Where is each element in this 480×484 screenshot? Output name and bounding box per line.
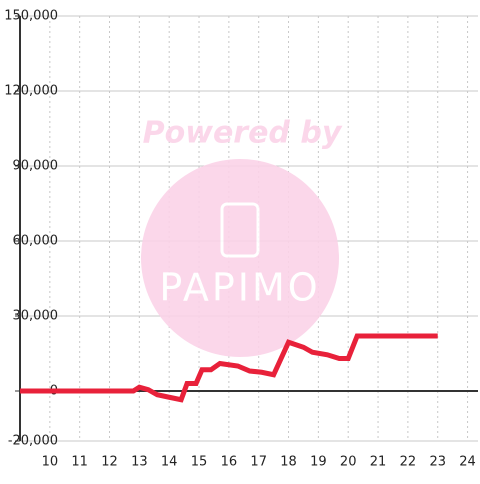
watermark-top: Powered by bbox=[143, 116, 343, 151]
grid bbox=[20, 15, 478, 442]
x-tick-label: 22 bbox=[400, 455, 417, 470]
y-tick-label: 150,000 bbox=[4, 9, 58, 24]
x-tick-label: 21 bbox=[370, 455, 387, 470]
y-tick-label: 90,000 bbox=[13, 159, 59, 174]
watermark-phone bbox=[220, 202, 260, 258]
x-tick-label: 10 bbox=[42, 455, 59, 470]
y-tick-label: 60,000 bbox=[13, 234, 59, 249]
x-tick-label: 18 bbox=[280, 455, 297, 470]
x-tick-label: 13 bbox=[131, 455, 148, 470]
y-tick-label: 30,000 bbox=[13, 309, 59, 324]
x-tick-label: 11 bbox=[71, 455, 88, 470]
watermark-logo: PAPIMO bbox=[159, 266, 320, 310]
x-tick-label: 14 bbox=[161, 455, 178, 470]
watermark-circle bbox=[141, 159, 339, 357]
x-tick-label: 20 bbox=[340, 455, 357, 470]
x-tick-label: 17 bbox=[250, 455, 267, 470]
x-tick-label: 12 bbox=[101, 455, 118, 470]
y-tick-label: -20,000 bbox=[8, 434, 58, 449]
x-tick-label: 15 bbox=[191, 455, 208, 470]
watermark: Powered by PAPIMO bbox=[141, 116, 343, 357]
x-tick-label: 19 bbox=[310, 455, 327, 470]
x-tick-label: 16 bbox=[221, 455, 238, 470]
line-series bbox=[20, 333, 438, 403]
y-tick-label: 120,000 bbox=[4, 84, 58, 99]
x-tick-label: 24 bbox=[459, 455, 476, 470]
x-tick-label: 23 bbox=[429, 455, 446, 470]
